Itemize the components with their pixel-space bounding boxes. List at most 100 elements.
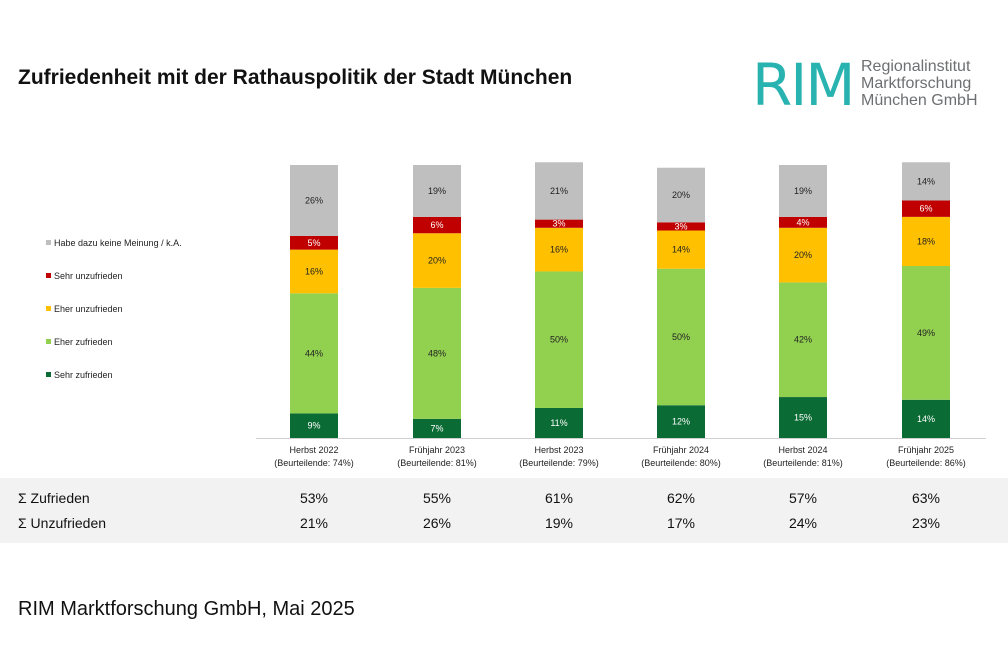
bar-segment — [779, 282, 827, 398]
data-label: 7% — [430, 423, 443, 433]
data-label: 20% — [794, 250, 812, 260]
x-tick-sublabel: (Beurteilende: 81%) — [397, 458, 477, 468]
data-label: 15% — [794, 413, 812, 423]
data-label: 14% — [917, 414, 935, 424]
summary-value: 57% — [788, 490, 818, 506]
bar-segment — [657, 230, 705, 269]
data-label: 18% — [917, 236, 935, 246]
data-label: 49% — [917, 328, 935, 338]
logo-line-1: Regionalinstitut — [861, 58, 971, 75]
bar-segment — [535, 407, 583, 438]
bar-segment — [902, 216, 950, 267]
legend-label: Sehr zufrieden — [54, 370, 113, 380]
data-label: 50% — [550, 335, 568, 345]
data-label: 20% — [428, 256, 446, 266]
bar-segment — [779, 397, 827, 438]
data-label: 14% — [672, 245, 690, 255]
data-label: 14% — [917, 176, 935, 186]
x-tick-label: Herbst 2024 — [778, 445, 827, 455]
summary-value: 23% — [911, 515, 941, 531]
data-label: 42% — [794, 335, 812, 345]
bar-segment — [290, 235, 338, 250]
bar-segment — [657, 222, 705, 231]
bar-segment — [413, 165, 461, 217]
x-tick-sublabel: (Beurteilende: 74%) — [274, 458, 354, 468]
data-label: 6% — [919, 204, 932, 214]
bar-segment — [413, 216, 461, 234]
bar-segment — [779, 227, 827, 283]
bar-segment — [902, 266, 950, 400]
bar-segment — [779, 216, 827, 228]
legend-item: Habe dazu keine Meinung / k.A. — [46, 238, 182, 248]
data-label: 3% — [674, 221, 687, 231]
rim-logo: RIM Regionalinstitut Marktforschung Münc… — [752, 56, 992, 114]
summary-label: Σ Zufrieden — [18, 490, 90, 506]
summary-value: 17% — [666, 515, 696, 531]
data-label: 26% — [305, 195, 323, 205]
page-title: Zufriedenheit mit der Rathauspolitik der… — [18, 66, 573, 89]
bar-segment — [413, 418, 461, 438]
summary-row-unzufrieden: Σ Unzufrieden 21% 26% 19% 17% 24% 23% — [0, 515, 1008, 537]
footer-source: RIM Marktforschung GmbH, Mai 2025 — [18, 598, 355, 620]
data-label: 5% — [307, 238, 320, 248]
stacked-bar-chart: 9% 44% 16% 5% 26% Herbst 2022 (Beurteilende: 7… — [256, 162, 986, 468]
summary-value: 19% — [544, 515, 574, 531]
legend-item: Sehr zufrieden — [46, 370, 113, 380]
legend-swatch — [46, 240, 51, 246]
x-tick-label: Frühjahr 2023 — [409, 445, 465, 455]
x-tick-sublabel: (Beurteilende: 79%) — [519, 458, 599, 468]
bar-segment — [290, 249, 338, 294]
summary-value: 62% — [666, 490, 696, 506]
summary-value: 61% — [544, 490, 574, 506]
data-label: 48% — [428, 348, 446, 358]
legend-swatch — [46, 273, 51, 279]
legend-item: Eher unzufrieden — [46, 304, 123, 314]
summary-value: 21% — [299, 515, 329, 531]
legend-swatch — [46, 372, 51, 378]
bar-segment — [535, 219, 583, 228]
x-tick-label: Herbst 2022 — [289, 445, 338, 455]
x-tick-label: Frühjahr 2024 — [653, 445, 709, 455]
data-label: 44% — [305, 348, 323, 358]
data-label: 4% — [796, 217, 809, 227]
legend-swatch — [46, 339, 51, 345]
summary-label: Σ Unzufrieden — [18, 515, 107, 531]
bar-segment — [413, 287, 461, 419]
logo-text: Regionalinstitut Marktforschung München … — [861, 58, 978, 109]
data-label: 3% — [552, 219, 565, 229]
x-tick-label: Herbst 2023 — [534, 445, 583, 455]
bar-segment — [902, 200, 950, 217]
legend-label: Sehr unzufrieden — [54, 271, 123, 281]
logo-line-2: Marktforschung — [861, 75, 972, 92]
data-label: 9% — [307, 421, 320, 431]
data-label: 6% — [430, 220, 443, 230]
summary-table: Σ Zufrieden 53% 55% 61% 62% 57% 63% Σ Unzufri… — [0, 478, 1008, 543]
bar-segment — [657, 268, 705, 406]
data-label: 16% — [305, 266, 323, 276]
legend-label: Eher zufrieden — [54, 337, 113, 347]
x-tick-sublabel: (Beurteilende: 80%) — [641, 458, 721, 468]
bar-segment — [779, 165, 827, 217]
data-label: 19% — [428, 186, 446, 196]
summary-value: 55% — [422, 490, 452, 506]
data-label: 21% — [550, 186, 568, 196]
bar-segment — [902, 162, 950, 201]
data-label: 12% — [672, 417, 690, 427]
data-label: 11% — [550, 418, 567, 428]
legend-label: Habe dazu keine Meinung / k.A. — [54, 238, 182, 248]
bar-segment — [290, 293, 338, 414]
logo-mark: RIM — [752, 51, 855, 119]
legend-swatch — [46, 306, 51, 312]
legend-item: Sehr unzufrieden — [46, 271, 123, 281]
bar-segment — [535, 162, 583, 220]
data-label: 20% — [672, 190, 690, 200]
summary-value: 53% — [299, 490, 329, 506]
summary-value: 26% — [422, 515, 452, 531]
data-label: 50% — [672, 332, 690, 342]
bar-segment — [657, 167, 705, 223]
data-label: 16% — [550, 245, 568, 255]
x-tick-sublabel: (Beurteilende: 86%) — [886, 458, 966, 468]
x-tick-sublabel: (Beurteilende: 81%) — [763, 458, 843, 468]
summary-value: 24% — [788, 515, 818, 531]
bar-segment — [902, 399, 950, 438]
